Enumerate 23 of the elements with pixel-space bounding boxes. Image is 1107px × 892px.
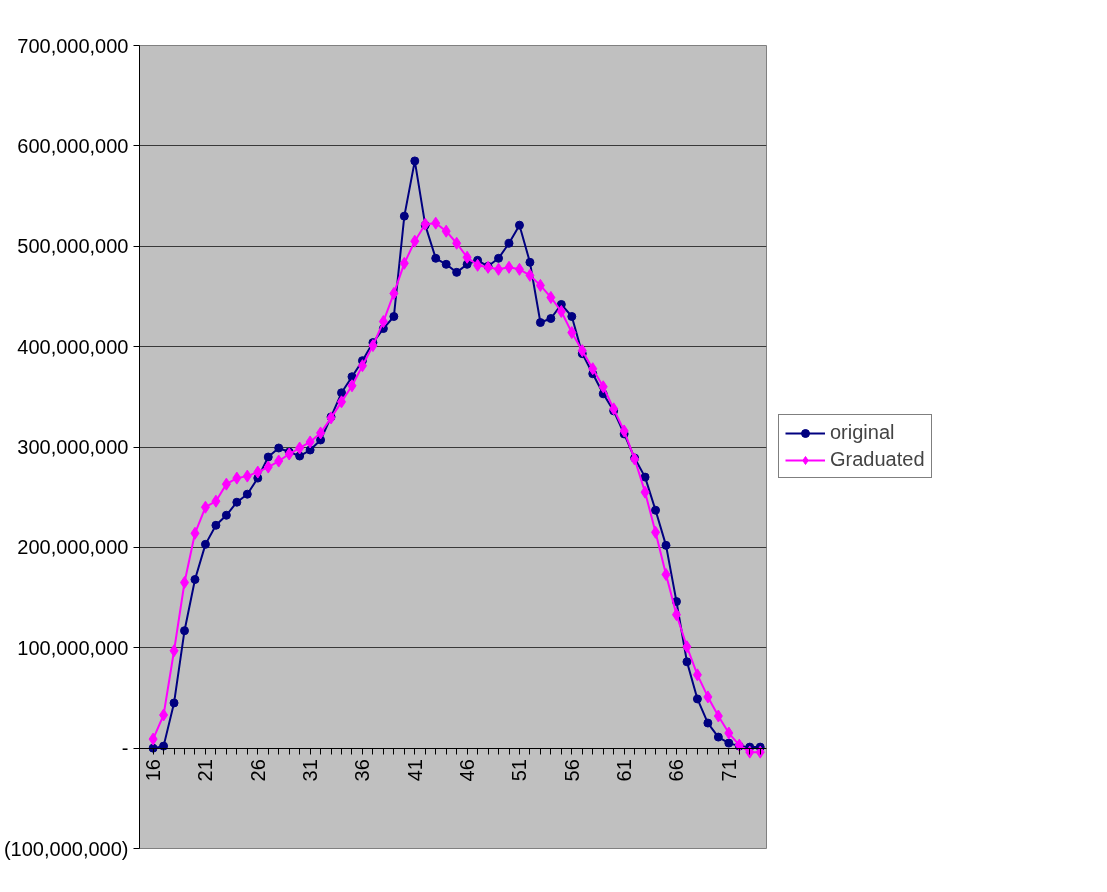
legend-label: Graduated (830, 448, 925, 471)
x-tick-label: 26 (246, 759, 269, 782)
y-tick-label: 200,000,000 (17, 536, 129, 559)
y-tick-label: 500,000,000 (17, 235, 129, 258)
y-tick-label: 600,000,000 (17, 134, 129, 157)
legend-label: original (830, 421, 895, 444)
x-tick-label: 51 (508, 759, 531, 782)
x-tick-label: 36 (351, 759, 374, 782)
x-tick-label: 46 (456, 759, 479, 782)
y-tick-label: - (121, 737, 129, 760)
x-tick-label: 66 (665, 759, 688, 782)
y-tick-label: (100,000,000) (3, 837, 129, 860)
x-tick-label: 21 (194, 759, 217, 782)
x-tick-label: 71 (717, 759, 740, 782)
x-tick-label: 56 (560, 759, 583, 782)
y-tick-label: 100,000,000 (17, 636, 129, 659)
y-tick-label: 700,000,000 (17, 34, 129, 57)
y-tick-label: 300,000,000 (17, 436, 129, 458)
y-tick-label: 400,000,000 (17, 335, 129, 358)
x-tick-label: 41 (403, 759, 426, 782)
x-tick-label: 31 (299, 759, 322, 782)
x-tick-label: 61 (613, 759, 636, 782)
x-tick-label: 16 (142, 759, 165, 782)
